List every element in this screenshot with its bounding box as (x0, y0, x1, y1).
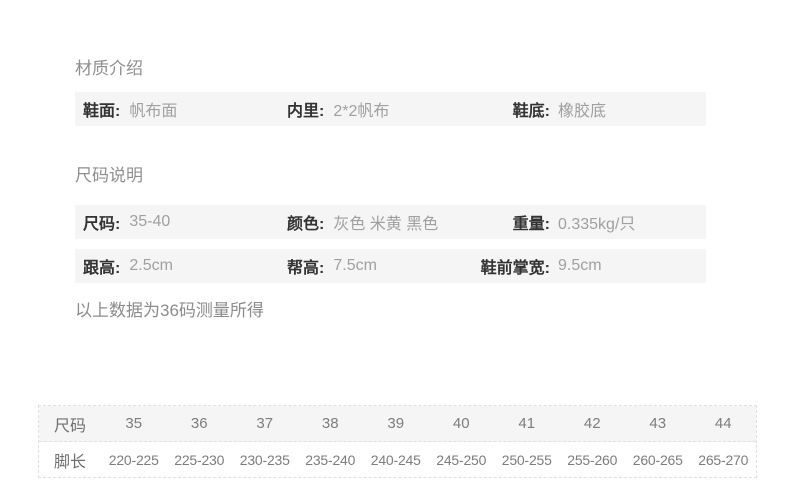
size-cell: 35 (125, 415, 143, 432)
spec-cell-size-range: 尺码: 35-40 (83, 210, 287, 234)
spec-label-forefoot-width: 鞋前掌宽: (480, 260, 550, 277)
foot-length-cell: 265-270 (698, 451, 749, 468)
size-cell: 38 (321, 415, 339, 432)
spec-label-sole: 鞋底: (512, 103, 550, 120)
foot-length-cell: 255-260 (567, 451, 618, 468)
spec-label-color: 颜色: (287, 216, 325, 233)
foot-length-cell: 230-235 (239, 451, 290, 468)
spec-cell-upper: 鞋面: 帆布面 (83, 97, 287, 121)
spec-value-forefoot-width: 9.5cm (558, 257, 602, 274)
materials-spec-row: 鞋面: 帆布面 内里: 2*2帆布 鞋底: 橡胶底 (75, 92, 706, 126)
foot-length-cell: 250-255 (501, 451, 552, 468)
size-chart-row-label: 脚长 (53, 453, 86, 471)
spec-value-shaft-height: 7.5cm (333, 257, 377, 274)
size-cell: 44 (714, 415, 732, 432)
spec-cell-weight: 重量: 0.335kg/只 (462, 210, 706, 234)
foot-length-cell: 245-250 (436, 451, 487, 468)
sizing-spec-row-1: 尺码: 35-40 颜色: 灰色 米黄 黑色 重量: 0.335kg/只 (75, 205, 706, 239)
foot-length-cell: 220-225 (108, 451, 159, 468)
spec-value-lining: 2*2帆布 (333, 103, 390, 120)
spec-value-color: 灰色 米黄 黑色 (333, 216, 439, 233)
size-cell: 37 (256, 415, 274, 432)
foot-length-cell: 260-265 (632, 451, 683, 468)
measurement-note: 以上数据为36码测量所得 (75, 301, 264, 320)
size-cell: 40 (452, 415, 470, 432)
spec-label-heel-height: 跟高: (83, 260, 121, 277)
spec-cell-heel-height: 跟高: 2.5cm (83, 254, 287, 278)
foot-length-cell: 225-230 (174, 451, 225, 468)
spec-cell-color: 颜色: 灰色 米黄 黑色 (287, 210, 462, 234)
size-cell: 41 (518, 415, 536, 432)
sizing-spec-row-2: 跟高: 2.5cm 帮高: 7.5cm 鞋前掌宽: 9.5cm (75, 249, 706, 283)
spec-cell-shaft-height: 帮高: 7.5cm (287, 254, 462, 278)
spec-cell-sole: 鞋底: 橡胶底 (462, 97, 706, 121)
spec-label-weight: 重量: (512, 216, 550, 233)
size-cell: 42 (583, 415, 601, 432)
spec-label-shaft-height: 帮高: (287, 260, 325, 277)
spec-value-upper: 帆布面 (129, 103, 178, 120)
spec-cell-lining: 内里: 2*2帆布 (287, 97, 462, 121)
spec-value-sole: 橡胶底 (558, 103, 607, 120)
size-cell: 36 (190, 415, 208, 432)
spec-label-upper: 鞋面: (83, 103, 121, 120)
foot-length-cell: 235-240 (305, 451, 356, 468)
spec-value-heel-height: 2.5cm (129, 257, 173, 274)
spec-value-weight: 0.335kg/只 (558, 216, 636, 233)
size-cell: 43 (649, 415, 667, 432)
foot-length-cell: 240-245 (370, 451, 421, 468)
size-chart-header-row: 尺码 35 36 37 38 39 40 41 42 43 44 (39, 406, 756, 442)
spec-label-size-range: 尺码: (83, 216, 121, 233)
size-chart-footlength-row: 脚长 220-225 225-230 230-235 235-240 240-2… (39, 442, 756, 477)
spec-cell-forefoot-width: 鞋前掌宽: 9.5cm (462, 254, 706, 278)
spec-label-lining: 内里: (287, 103, 325, 120)
spec-value-size-range: 35-40 (129, 213, 171, 230)
size-cell: 39 (387, 415, 405, 432)
sizing-section-title: 尺码说明 (75, 166, 143, 185)
size-chart-header-label: 尺码 (53, 417, 86, 435)
materials-section-title: 材质介绍 (75, 59, 143, 78)
size-chart-table: 尺码 35 36 37 38 39 40 41 42 43 44 脚长 220-… (38, 405, 757, 478)
